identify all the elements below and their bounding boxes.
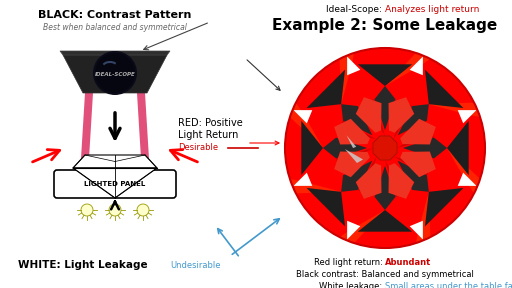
Polygon shape xyxy=(358,64,412,86)
Polygon shape xyxy=(397,129,434,148)
Polygon shape xyxy=(403,138,447,158)
Polygon shape xyxy=(137,93,150,175)
Polygon shape xyxy=(339,121,376,139)
Polygon shape xyxy=(341,161,372,192)
Circle shape xyxy=(137,204,149,216)
Text: Analyzes light return: Analyzes light return xyxy=(385,5,479,14)
Polygon shape xyxy=(356,163,381,199)
Polygon shape xyxy=(307,70,345,108)
Polygon shape xyxy=(290,179,341,194)
Text: RED: Positive: RED: Positive xyxy=(178,118,243,128)
Polygon shape xyxy=(334,151,370,177)
Polygon shape xyxy=(293,110,312,123)
Text: Red light return:: Red light return: xyxy=(313,258,385,267)
Polygon shape xyxy=(416,192,431,243)
Polygon shape xyxy=(347,221,360,239)
Polygon shape xyxy=(410,56,423,75)
Polygon shape xyxy=(400,119,436,145)
Polygon shape xyxy=(394,156,431,175)
Polygon shape xyxy=(307,188,345,226)
Polygon shape xyxy=(425,70,463,108)
Polygon shape xyxy=(347,135,356,148)
Circle shape xyxy=(109,204,121,216)
Polygon shape xyxy=(290,103,323,148)
Polygon shape xyxy=(341,104,372,135)
FancyBboxPatch shape xyxy=(54,170,176,198)
Polygon shape xyxy=(458,173,477,186)
Polygon shape xyxy=(345,149,363,163)
Polygon shape xyxy=(301,121,323,175)
Text: WHITE: Light Leakage: WHITE: Light Leakage xyxy=(18,260,147,270)
Polygon shape xyxy=(447,121,468,175)
Polygon shape xyxy=(385,160,404,197)
Polygon shape xyxy=(389,97,414,133)
Polygon shape xyxy=(447,148,480,194)
Polygon shape xyxy=(336,148,373,167)
Circle shape xyxy=(95,53,135,93)
Circle shape xyxy=(93,51,137,95)
Circle shape xyxy=(81,204,93,216)
Polygon shape xyxy=(385,53,431,86)
Text: Abundant: Abundant xyxy=(385,258,431,267)
Text: Small areas under the table facet: Small areas under the table facet xyxy=(385,282,512,288)
Polygon shape xyxy=(356,97,381,133)
Polygon shape xyxy=(375,86,395,130)
Polygon shape xyxy=(323,138,367,158)
Polygon shape xyxy=(398,161,429,192)
Polygon shape xyxy=(410,221,423,239)
Polygon shape xyxy=(398,104,429,135)
Text: Example 2: Some Leakage: Example 2: Some Leakage xyxy=(272,18,498,33)
Polygon shape xyxy=(339,53,354,104)
Polygon shape xyxy=(400,151,436,177)
Polygon shape xyxy=(358,156,376,194)
Polygon shape xyxy=(80,93,93,175)
Polygon shape xyxy=(347,56,360,75)
Polygon shape xyxy=(358,210,412,232)
Text: Light Return: Light Return xyxy=(178,130,239,140)
Text: White leakage:: White leakage: xyxy=(319,282,385,288)
Polygon shape xyxy=(425,188,463,226)
Polygon shape xyxy=(394,102,412,139)
Text: Undesirable: Undesirable xyxy=(170,261,221,270)
Text: Ideal-Scope:: Ideal-Scope: xyxy=(326,5,385,14)
Polygon shape xyxy=(375,166,395,210)
Text: Black contrast: Balanced and symmetrical: Black contrast: Balanced and symmetrical xyxy=(296,270,474,279)
Text: BLACK: Contrast Pattern: BLACK: Contrast Pattern xyxy=(38,10,191,20)
Text: Desirable: Desirable xyxy=(178,143,218,152)
Polygon shape xyxy=(73,155,157,168)
Polygon shape xyxy=(366,99,385,136)
Polygon shape xyxy=(429,103,480,117)
Text: IDEAL-SCOPE: IDEAL-SCOPE xyxy=(95,73,135,77)
Polygon shape xyxy=(389,163,414,199)
Polygon shape xyxy=(73,168,157,198)
Polygon shape xyxy=(293,173,312,186)
Circle shape xyxy=(285,48,485,248)
Polygon shape xyxy=(334,119,370,145)
Text: Best when balanced and symmetrical: Best when balanced and symmetrical xyxy=(43,23,187,32)
Polygon shape xyxy=(339,210,385,243)
Polygon shape xyxy=(458,110,477,123)
Polygon shape xyxy=(373,136,397,160)
Polygon shape xyxy=(63,55,167,93)
Polygon shape xyxy=(60,51,170,55)
Text: LIGHTED PANEL: LIGHTED PANEL xyxy=(84,181,145,187)
